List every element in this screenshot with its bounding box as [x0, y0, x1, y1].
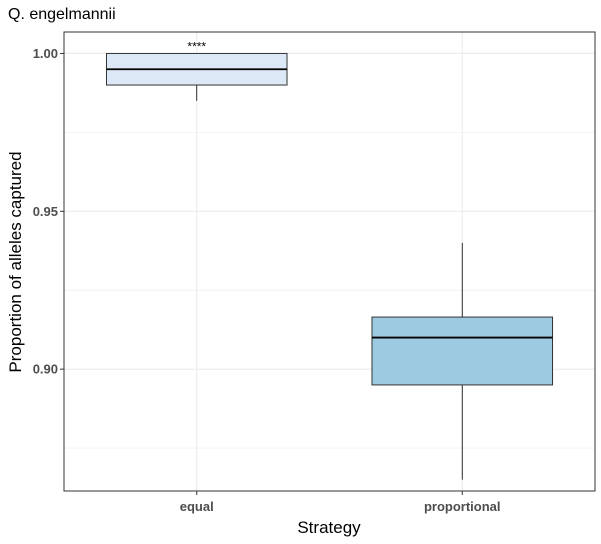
x-axis-title: Strategy [297, 518, 361, 537]
y-tick-label: 0.90 [33, 362, 58, 377]
chart-title: Q. engelmannii [8, 6, 116, 23]
x-axis: equal proportional [180, 491, 501, 514]
grid-lines [64, 32, 595, 491]
box-proportional [371, 242, 554, 480]
iqr-box [371, 316, 554, 386]
boxes: **** [105, 39, 554, 480]
y-tick-label: 1.00 [33, 46, 58, 61]
y-axis: 0.90 0.95 1.00 [33, 46, 64, 377]
y-axis-title: Proportion of alleles captured [6, 151, 25, 372]
plot-panel-border [63, 31, 596, 492]
x-tick-label: equal [180, 499, 214, 514]
significance-label: **** [187, 39, 206, 53]
box-equal: **** [105, 39, 288, 101]
y-tick-label: 0.95 [33, 204, 58, 219]
x-tick-label: proportional [424, 499, 501, 514]
